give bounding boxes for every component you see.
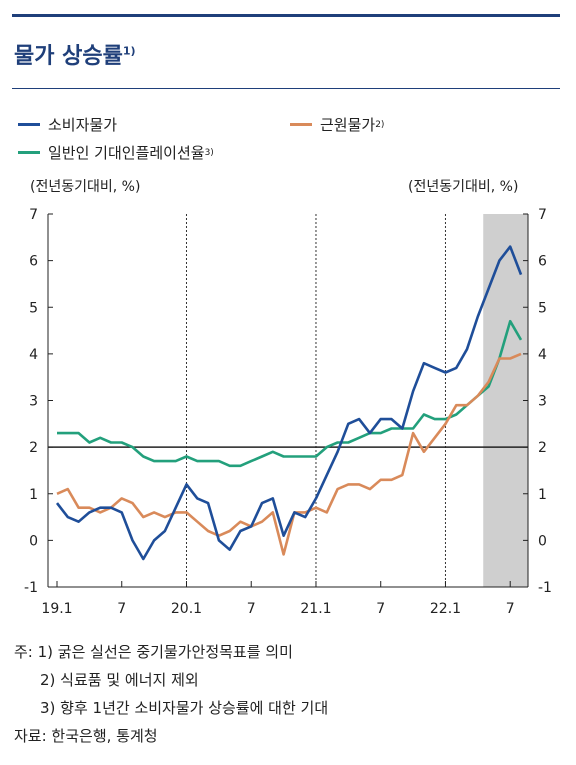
- y-tick-label-right: 4: [538, 347, 547, 363]
- y-tick-label-right: 3: [538, 394, 547, 410]
- x-tick-label: 21.1: [300, 601, 331, 617]
- y-tick-label-left: 1: [29, 487, 38, 503]
- series-line-2: [57, 319, 523, 468]
- unit-right: (전년동기대비, %): [408, 179, 519, 195]
- shaded-region: [483, 214, 528, 587]
- y-tick-label-right: -1: [538, 580, 552, 596]
- legend-item-core: 근원물가 2): [290, 114, 384, 135]
- y-tick-label-left: 0: [29, 533, 38, 549]
- y-tick-label-left: 4: [29, 347, 38, 363]
- y-tick-label-left: 6: [29, 254, 38, 270]
- y-tick-label-right: 7: [538, 207, 547, 223]
- note-3: 3) 향후 1년간 소비자물가 상승률에 대한 기대: [40, 699, 329, 717]
- y-tick-label-left: 7: [29, 207, 38, 223]
- x-tick-label: 19.1: [41, 601, 72, 617]
- y-tick-label-left: -1: [24, 580, 38, 596]
- legend-label-cpi: 소비자물가: [48, 116, 118, 134]
- series-line-1: [56, 352, 522, 556]
- y-tick-label-right: 1: [538, 487, 547, 503]
- x-tick-label: 7: [506, 601, 515, 617]
- unit-left: (전년동기대비, %): [30, 179, 141, 195]
- top-rule: [12, 14, 560, 17]
- title-rule: [12, 88, 560, 89]
- notes: 주: 1) 굵은 실선은 중기물가안정목표를 의미 2) 식료품 및 에너지 제…: [14, 638, 328, 750]
- legend-swatch-expect: [18, 151, 40, 154]
- legend-item-expect: 일반인 기대인플레이션율 3): [18, 142, 214, 163]
- legend-label-core: 근원물가: [320, 116, 376, 134]
- x-tick-label: 7: [376, 601, 385, 617]
- note-2: 2) 식료품 및 에너지 제외: [40, 671, 199, 689]
- y-tick-label-right: 2: [538, 440, 547, 456]
- x-tick-label: 20.1: [171, 601, 202, 617]
- y-tick-label-right: 0: [538, 533, 547, 549]
- legend-label-expect: 일반인 기대인플레이션율: [48, 144, 205, 162]
- chart-title-text: 물가 상승률: [14, 44, 123, 69]
- legend-swatch-core: [290, 123, 312, 126]
- y-tick-label-left: 2: [29, 440, 38, 456]
- x-tick-label: 22.1: [430, 601, 461, 617]
- chart-title-note: 1): [122, 44, 136, 58]
- y-tick-label-right: 6: [538, 254, 547, 270]
- x-tick-label: 7: [117, 601, 126, 617]
- legend-item-cpi: 소비자물가: [18, 114, 117, 135]
- y-tick-label-left: 5: [29, 300, 38, 316]
- series-line-0: [55, 245, 523, 561]
- x-tick-label: 7: [247, 601, 256, 617]
- legend-note-core: 2): [375, 119, 385, 130]
- note-1: 주: 1) 굵은 실선은 중기물가안정목표를 의미: [14, 643, 293, 661]
- source-note: 자료: 한국은행, 통계청: [14, 727, 158, 745]
- legend-note-expect: 3): [204, 147, 214, 158]
- chart-title: 물가 상승률1): [14, 38, 136, 70]
- legend-swatch-cpi: [18, 123, 40, 126]
- y-tick-label-left: 3: [29, 394, 38, 410]
- y-tick-label-right: 5: [538, 300, 547, 316]
